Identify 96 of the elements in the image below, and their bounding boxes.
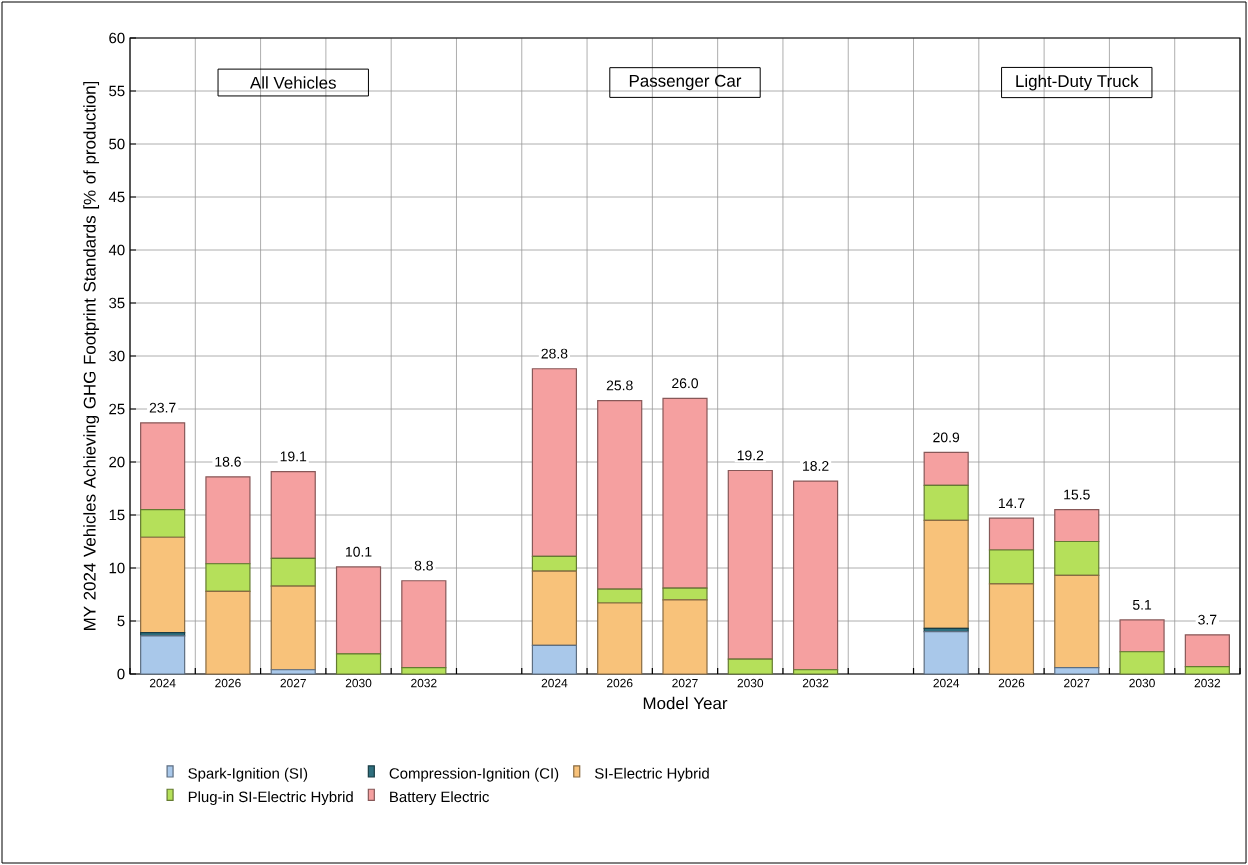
bar: [140, 536, 186, 634]
x-tick-label: 2024: [933, 678, 960, 688]
y-tick-label: 60: [109, 32, 125, 44]
bar: [140, 635, 186, 675]
x-tick-label: 2030: [737, 678, 764, 688]
bar: [531, 644, 578, 675]
bar: [205, 590, 251, 675]
y-tick-label: 55: [109, 85, 125, 97]
x-tick-label: 2030: [345, 678, 372, 688]
y-tick-label: 15: [109, 509, 125, 521]
bar: [270, 470, 316, 560]
x-tick-label: 2027: [672, 678, 698, 688]
y-tick-label: 0: [117, 668, 125, 680]
bar: [531, 570, 578, 646]
bar: [727, 658, 773, 675]
bar: [923, 519, 969, 630]
bar: [335, 653, 382, 675]
bar: [597, 602, 643, 675]
bar: [988, 583, 1035, 675]
bar: [662, 397, 708, 589]
x-tick-label: 2032: [1194, 678, 1221, 688]
x-tick-label: 2027: [1064, 678, 1090, 688]
bar: [140, 422, 186, 511]
bar: [923, 451, 969, 486]
x-tick-label: 2027: [280, 678, 306, 688]
bar: [923, 631, 969, 675]
total-label: 28.8: [541, 348, 568, 359]
y-tick-label: 10: [109, 562, 125, 574]
y-tick-label: 45: [108, 191, 125, 203]
bar: [662, 587, 708, 601]
total-label: 15.5: [1064, 489, 1090, 500]
total-label: 23.7: [149, 402, 176, 413]
legend-label: Spark-Ignition (SI): [188, 767, 308, 782]
legend-label: SI-Electric Hybrid: [595, 767, 709, 782]
y-tick-label: 50: [109, 138, 125, 150]
x-tick-label: 2032: [802, 678, 829, 688]
bar: [1054, 574, 1100, 669]
total-label: 19.1: [280, 451, 307, 462]
bar: [662, 599, 708, 675]
y-tick-label: 35: [109, 297, 125, 309]
bar: [140, 509, 186, 538]
total-label: 5.1: [1132, 600, 1152, 610]
total-label: 18.6: [215, 456, 241, 467]
annotation: All Vehicles: [249, 76, 336, 89]
total-label: 8.8: [414, 560, 433, 571]
bar: [923, 484, 969, 521]
y-tick-label: 5: [117, 615, 125, 627]
bar: [531, 555, 578, 572]
total-label: 18.2: [803, 461, 829, 471]
bar: [205, 476, 251, 565]
x-tick-label: 2024: [541, 678, 568, 688]
bar: [401, 580, 447, 669]
bar: [597, 399, 643, 590]
y-tick-label: 25: [109, 403, 125, 415]
total-label: 19.2: [737, 450, 764, 461]
bar: [270, 585, 316, 671]
total-label: 10.1: [346, 546, 372, 557]
bar: [270, 557, 316, 587]
bar: [1054, 667, 1100, 675]
y-tick-label: 30: [109, 350, 125, 362]
bar: [988, 517, 1035, 551]
bar: [1184, 665, 1230, 675]
annotation: Passenger Car: [629, 74, 742, 91]
total-label: 26.0: [672, 378, 699, 389]
x-tick-label: 2030: [1129, 678, 1155, 688]
bar: [531, 368, 578, 557]
total-label: 14.7: [998, 498, 1025, 508]
x-tick-label: 2024: [149, 678, 176, 688]
bar: [792, 669, 839, 675]
total-label: 25.8: [606, 380, 633, 391]
bar: [1119, 619, 1165, 653]
bar: [1119, 651, 1165, 675]
y-axis-title: MY 2024 Vehicles Achieving GHG Footprint Standards [% of production]: [83, 81, 100, 630]
annotation: Light-Duty Truck: [1016, 74, 1139, 91]
x-axis-title: Model Year: [643, 696, 728, 710]
legend-label: Compression-Ignition (CI): [389, 767, 559, 782]
x-tick-label: 2026: [607, 678, 633, 688]
bar: [792, 480, 839, 671]
bar: [335, 566, 382, 655]
total-label: 20.9: [933, 432, 960, 443]
bar: [270, 669, 316, 675]
x-tick-label: 2026: [998, 678, 1025, 688]
x-tick-label: 2032: [411, 678, 437, 688]
legend-label: Battery Electric: [390, 791, 489, 806]
bar: [1184, 634, 1230, 668]
bar: [1054, 509, 1100, 543]
bar: [1054, 540, 1100, 577]
total-label: 3.7: [1198, 614, 1217, 625]
legend-label: Plug-in SI-Electric Hybrid: [188, 791, 353, 806]
y-tick-label: 20: [109, 456, 125, 468]
y-tick-label: 40: [108, 244, 125, 256]
bar: [401, 667, 447, 675]
bar: [727, 469, 773, 660]
x-tick-label: 2026: [215, 678, 241, 688]
bar: [205, 563, 251, 592]
bar: [988, 549, 1035, 585]
